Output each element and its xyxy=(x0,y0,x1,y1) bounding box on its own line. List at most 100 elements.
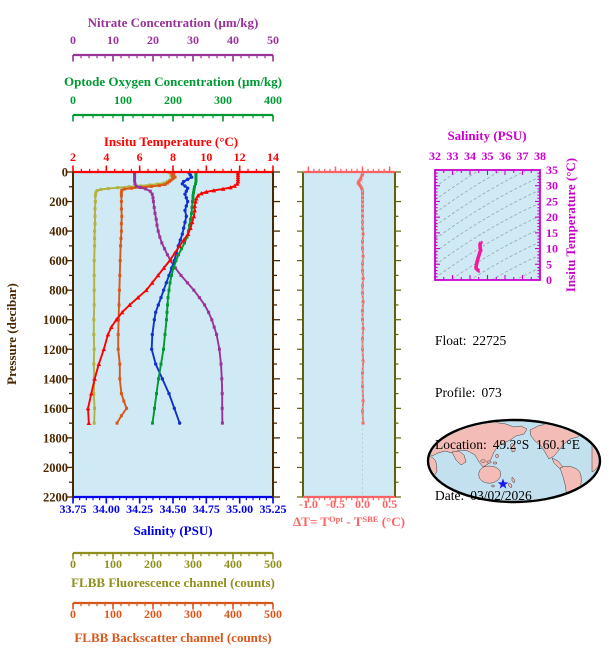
tick-label: 300 xyxy=(184,557,202,571)
tick-label: 10 xyxy=(546,242,558,256)
float-info-block: Float: 22725 Profile: 073 Location: 49.2°S … xyxy=(435,298,580,539)
tick-label: 0.0 xyxy=(355,497,370,511)
map-japan xyxy=(509,442,516,453)
float-id-line: Float: 22725 xyxy=(435,333,507,349)
tick-label: 15 xyxy=(546,226,558,240)
tick-label: 34.50 xyxy=(160,502,187,516)
tick-label: 35 xyxy=(546,163,558,177)
tick-label: 35.25 xyxy=(260,502,287,516)
series-optode-oxygen-concentration xyxy=(151,171,198,425)
map-indonesia-island xyxy=(480,459,486,463)
tick-label: 5 xyxy=(546,257,552,271)
pressure-axis-title: Pressure (decibar) xyxy=(4,283,19,385)
tick-label: 36 xyxy=(499,149,511,163)
ts-salinity-title: Salinity (PSU) xyxy=(447,128,526,143)
date-line: Date: 03/02/2026 xyxy=(435,488,532,504)
tick-label: 32 xyxy=(429,149,441,163)
tick-label: 0 xyxy=(546,273,552,287)
ts-curve xyxy=(474,240,483,273)
tick-label: 6 xyxy=(137,150,143,164)
tick-label: 50 xyxy=(267,33,279,47)
map-africa-east-edge xyxy=(429,455,438,480)
tick-label: 100 xyxy=(104,557,122,571)
tick-label: 33 xyxy=(447,149,459,163)
tick-label: 37 xyxy=(517,149,529,163)
tick-label: 1800 xyxy=(43,431,68,445)
temperature-axis-title: Insitu Temperature (°C) xyxy=(104,134,238,149)
series-insitu-temperature xyxy=(85,170,241,426)
delta-t-axis-title: ΔT= TOpt - TSBE (°C) xyxy=(293,514,405,529)
tick-label: 35 xyxy=(482,149,494,163)
tick-label: 30 xyxy=(546,179,558,193)
backscatter-axis-title: FLBB Backscatter channel (counts) xyxy=(74,630,271,645)
ts-plot-background xyxy=(435,170,540,280)
tick-label: 30 xyxy=(187,33,199,47)
tick-label: -0.5 xyxy=(326,497,345,511)
tick-label: 100 xyxy=(104,607,122,621)
tick-label: 0.5 xyxy=(382,497,397,511)
tick-label: 34.75 xyxy=(193,502,220,516)
tick-label: 4 xyxy=(103,150,109,164)
tick-label: 800 xyxy=(49,284,68,298)
tick-label: 600 xyxy=(49,254,68,268)
location-line: Location: 49.2°S 160.1°E xyxy=(435,436,581,452)
tick-label: 35.00 xyxy=(226,502,253,516)
tick-label: 33.75 xyxy=(60,502,87,516)
tick-label: 34.00 xyxy=(93,502,120,516)
tick-label: 1000 xyxy=(43,313,68,327)
tick-label: 34 xyxy=(464,149,476,163)
series-salinity xyxy=(149,171,194,425)
tick-label: 34.25 xyxy=(126,502,153,516)
tick-label: 12 xyxy=(234,150,246,164)
float-location-star-icon xyxy=(497,478,509,489)
ts-isopycnal-contours xyxy=(435,170,540,280)
tick-label: 0 xyxy=(70,93,76,107)
map-tasmania xyxy=(491,484,495,488)
tick-label: 10 xyxy=(107,33,119,47)
tick-label: 38 xyxy=(534,149,546,163)
tick-label: 500 xyxy=(264,557,282,571)
world-map xyxy=(426,418,602,504)
tick-label: 200 xyxy=(49,195,68,209)
map-new-zealand xyxy=(507,476,516,489)
nitrate-axis-title: Nitrate Concentration (µm/kg) xyxy=(88,15,259,30)
tick-label: 25 xyxy=(546,194,558,208)
tick-label: 0 xyxy=(62,166,68,180)
map-australia xyxy=(478,465,501,484)
tick-label: 2 xyxy=(70,150,76,164)
tick-label: 0 xyxy=(70,607,76,621)
tick-label: 8 xyxy=(170,150,176,164)
main-profile-curves xyxy=(85,170,241,426)
fluorescence-axis-title: FLBB Fluorescence channel (counts) xyxy=(71,575,275,590)
main-plot-background xyxy=(73,172,273,497)
tick-label: -1.0 xyxy=(299,497,318,511)
profile-number-line: Profile: 073 xyxy=(435,385,502,401)
tick-label: 300 xyxy=(184,607,202,621)
map-indonesia-island xyxy=(486,460,492,464)
delta-plot-background xyxy=(303,172,395,497)
tick-label: 0 xyxy=(70,33,76,47)
map-indonesia-island xyxy=(492,461,498,465)
tick-label: 40 xyxy=(227,33,239,47)
map-india-arabia xyxy=(451,450,467,466)
tick-label: 14 xyxy=(267,150,279,164)
tick-label: 0 xyxy=(70,557,76,571)
ts-temperature-title: Insitu Temperature (°C) xyxy=(563,158,578,292)
tick-label: 20 xyxy=(147,33,159,47)
tick-label: 1600 xyxy=(43,402,68,416)
isopycnal-lines xyxy=(435,170,540,280)
tick-label: 400 xyxy=(49,225,68,239)
tick-label: 20 xyxy=(546,210,558,224)
tick-label: 2000 xyxy=(43,461,68,475)
tick-label: 200 xyxy=(164,93,182,107)
salinity-axis-title: Salinity (PSU) xyxy=(133,523,212,538)
series-t-s-curve xyxy=(474,240,483,273)
tick-label: 1400 xyxy=(43,372,68,386)
tick-label: 100 xyxy=(114,93,132,107)
tick-label: 1200 xyxy=(43,343,68,357)
tick-label: 2200 xyxy=(43,491,68,505)
tick-label: 200 xyxy=(144,607,162,621)
